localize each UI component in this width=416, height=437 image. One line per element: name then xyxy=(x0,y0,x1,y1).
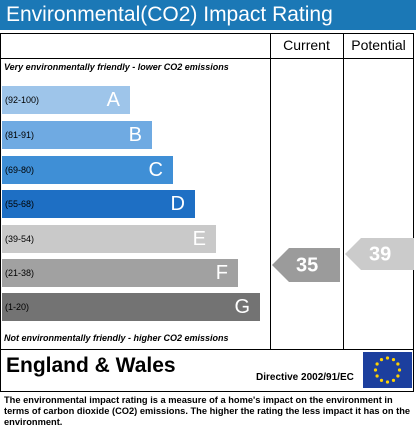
current-rating: 35 xyxy=(296,254,318,276)
potential-arrow: 39 xyxy=(345,238,414,270)
band: (81-91) B xyxy=(2,121,152,149)
star xyxy=(397,368,402,372)
footer-box xyxy=(0,350,414,392)
band-letter: G xyxy=(234,296,250,318)
arrow-shape xyxy=(345,238,414,270)
band-letter: F xyxy=(215,262,228,284)
star xyxy=(396,362,400,366)
arrow-shape xyxy=(272,248,340,282)
band-letter: A xyxy=(106,89,120,111)
band-range: (81-91) xyxy=(5,130,35,140)
rating-box xyxy=(0,33,414,350)
band-range: (39-54) xyxy=(5,234,35,244)
band: (21-38) F xyxy=(2,259,238,287)
potential-rating: 39 xyxy=(369,243,391,265)
star xyxy=(391,358,396,362)
band-letter: C xyxy=(148,159,163,181)
band: (92-100) A xyxy=(2,86,130,114)
column-header: Potential xyxy=(351,37,406,53)
star xyxy=(391,378,396,382)
star xyxy=(375,362,379,366)
column-header: Current xyxy=(283,37,330,53)
star xyxy=(385,356,390,360)
star xyxy=(379,378,384,382)
band-letter: D xyxy=(170,193,185,215)
band-letter: E xyxy=(192,228,206,250)
description: The environmental impact rating is a mea… xyxy=(4,395,411,427)
bottom-note: Not environmentally friendly - higher CO… xyxy=(4,333,229,343)
star xyxy=(373,368,378,372)
band-letter: B xyxy=(128,124,142,146)
divider xyxy=(343,33,344,350)
directive: Directive 2002/91/EC xyxy=(256,372,354,383)
band-range: (92-100) xyxy=(5,95,40,105)
star xyxy=(396,374,400,378)
divider xyxy=(0,58,414,59)
current-arrow: 35 xyxy=(272,248,340,282)
band: (1-20) G xyxy=(2,293,260,321)
eu-flag xyxy=(363,352,412,388)
star xyxy=(385,380,390,384)
star xyxy=(375,374,379,378)
band: (69-80) C xyxy=(2,156,173,184)
title: Environmental(CO2) Impact Rating xyxy=(0,0,416,30)
band: (55-68) D xyxy=(2,190,195,218)
band-range: (21-38) xyxy=(5,268,35,278)
region: England & Wales xyxy=(6,354,176,377)
band-range: (55-68) xyxy=(5,199,35,209)
band-range: (69-80) xyxy=(5,165,35,175)
star xyxy=(379,358,384,362)
top-note: Very environmentally friendly - lower CO… xyxy=(4,62,229,72)
band: (39-54) E xyxy=(2,225,216,253)
divider xyxy=(270,33,271,350)
band-range: (1-20) xyxy=(5,302,30,312)
